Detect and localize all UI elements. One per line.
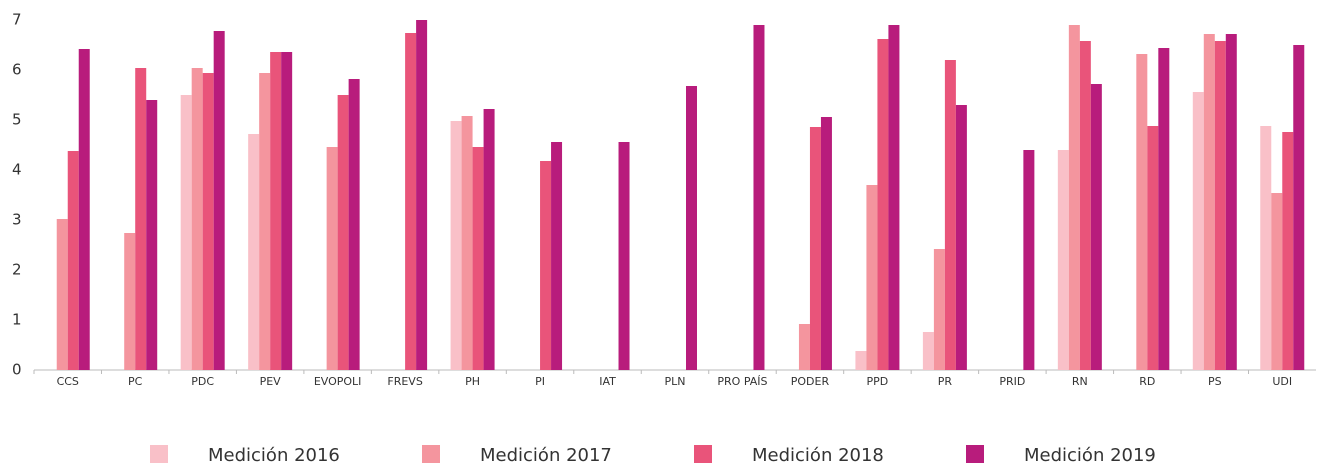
x-tick-label: PH — [465, 375, 480, 388]
x-tick-label: CCS — [57, 375, 79, 388]
legend-swatch — [966, 445, 984, 463]
x-tick-label: EVOPOLI — [314, 375, 362, 388]
bar — [1214, 41, 1226, 370]
bar — [877, 39, 889, 370]
bar — [955, 105, 967, 370]
x-tick-label: PEV — [260, 375, 282, 388]
bar — [348, 79, 360, 370]
bar — [56, 219, 68, 370]
bar — [1293, 45, 1305, 370]
bar — [686, 86, 697, 370]
legend-label: Medición 2019 — [1024, 445, 1156, 466]
bar — [888, 25, 900, 370]
bar — [146, 100, 158, 370]
bar — [809, 127, 821, 370]
bar — [944, 60, 956, 370]
bar — [259, 73, 271, 370]
bar — [866, 185, 878, 370]
bar — [1260, 126, 1272, 370]
bar — [416, 20, 428, 370]
bar — [1147, 126, 1159, 370]
bar — [1057, 150, 1069, 370]
x-tick-label: PS — [1208, 375, 1222, 388]
bar — [191, 68, 203, 370]
bar — [1225, 34, 1237, 370]
bar — [461, 116, 473, 370]
x-tick-label: PPD — [867, 375, 889, 388]
legend-swatch — [422, 445, 440, 463]
bar — [798, 324, 810, 370]
bar — [753, 25, 765, 370]
legend-label: Medición 2016 — [208, 445, 340, 466]
bar — [1158, 48, 1170, 370]
bar — [135, 68, 147, 370]
bar — [1203, 34, 1215, 370]
legend-swatch — [150, 445, 168, 463]
x-tick-label: FREVS — [387, 375, 422, 388]
bar — [180, 95, 192, 370]
x-tick-label: PRO PAÍS — [717, 375, 767, 388]
x-tick-label: RD — [1139, 375, 1155, 388]
x-tick-label: RN — [1072, 375, 1088, 388]
legend-label: Medición 2018 — [752, 445, 884, 466]
bar — [618, 142, 630, 370]
bar — [67, 151, 79, 370]
y-tick-label: 5 — [12, 111, 22, 129]
y-tick-label: 0 — [12, 361, 22, 379]
x-tick-label: PI — [535, 375, 545, 388]
bar — [1079, 41, 1091, 370]
bar — [78, 49, 90, 370]
x-tick-label: PDC — [191, 375, 214, 388]
bar — [213, 31, 225, 370]
y-tick-label: 6 — [12, 61, 22, 79]
bar — [281, 52, 293, 370]
bar — [326, 147, 338, 370]
y-tick-label: 1 — [12, 311, 22, 329]
bar — [405, 33, 417, 370]
bar — [1192, 92, 1204, 370]
bar — [1282, 132, 1294, 370]
bar — [472, 147, 484, 370]
bar — [855, 351, 867, 370]
bar — [248, 134, 260, 370]
bar — [1023, 150, 1035, 370]
y-tick-label: 4 — [12, 161, 22, 179]
bar — [270, 52, 282, 370]
bar — [337, 95, 349, 370]
x-tick-label: UDI — [1272, 375, 1292, 388]
bar — [540, 161, 552, 370]
bar — [922, 332, 934, 370]
bar — [483, 109, 495, 370]
x-tick-label: IAT — [599, 375, 616, 388]
bar — [1090, 84, 1102, 370]
x-tick-label: PC — [128, 375, 143, 388]
y-tick-label: 7 — [12, 11, 22, 29]
bar — [820, 117, 832, 370]
x-tick-label: PRID — [999, 375, 1025, 388]
x-tick-label: PR — [938, 375, 953, 388]
y-tick-label: 3 — [12, 211, 22, 229]
bar — [202, 73, 214, 370]
x-tick-label: PLN — [665, 375, 686, 388]
bar — [933, 249, 945, 370]
x-tick-label: PODER — [791, 375, 830, 388]
bar — [1271, 193, 1283, 370]
bar — [1136, 54, 1148, 370]
bar — [124, 233, 136, 370]
legend-swatch — [694, 445, 712, 463]
legend-label: Medición 2017 — [480, 445, 612, 466]
y-tick-label: 2 — [12, 261, 22, 279]
bar — [1068, 25, 1080, 370]
bar — [450, 121, 462, 370]
bar — [551, 142, 563, 370]
